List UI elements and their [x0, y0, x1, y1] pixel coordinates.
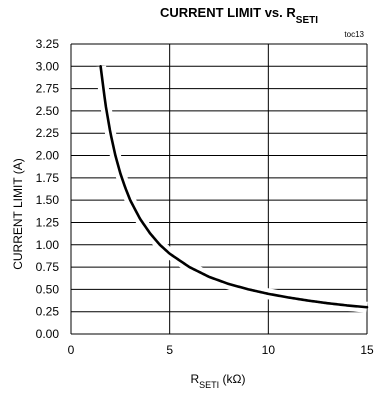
- curve-layer: [95, 65, 372, 313]
- y-tick-label: 2.50: [36, 104, 60, 118]
- y-tick-label: 1.50: [36, 193, 60, 207]
- chart-title: CURRENT LIMIT vs. RSETI: [160, 5, 318, 26]
- y-tick-label: 1.00: [36, 238, 60, 252]
- y-tick-label: 1.25: [36, 215, 60, 229]
- x-tick-label: 10: [262, 343, 276, 357]
- y-tick-label: 0.25: [36, 305, 60, 319]
- y-tick-label: 2.00: [36, 149, 60, 163]
- x-tick-labels: 0 5 10 15: [68, 343, 374, 357]
- x-tick-label: 0: [68, 343, 75, 357]
- y-tick-label: 0.75: [36, 260, 60, 274]
- y-axis-label: CURRENT LIMIT (A): [11, 158, 25, 270]
- curve-halo: [95, 65, 372, 313]
- x-tick-label: 15: [360, 343, 374, 357]
- x-tick-label: 5: [166, 343, 173, 357]
- y-tick-label: 2.75: [36, 82, 60, 96]
- figure-code: toc13: [344, 30, 364, 39]
- y-tick-label: 2.25: [36, 126, 60, 140]
- series-line: [99, 65, 369, 309]
- y-tick-label: 3.25: [36, 37, 60, 51]
- y-tick-labels: 0.00 0.25 0.50 0.75 1.00 1.25 1.50 1.75 2.00 2.25…: [36, 37, 60, 341]
- x-axis-label: RSETI (kΩ): [191, 372, 246, 390]
- y-tick-label: 3.00: [36, 59, 60, 73]
- grid: [70, 43, 368, 335]
- y-tick-label: 0.00: [36, 327, 60, 341]
- y-tick-label: 0.50: [36, 282, 60, 296]
- y-tick-label: 1.75: [36, 171, 60, 185]
